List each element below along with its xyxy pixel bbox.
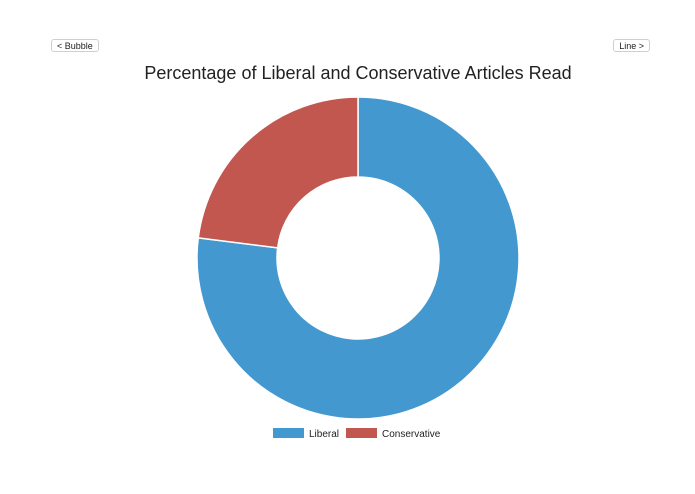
prev-chart-button[interactable]: < Bubble	[51, 39, 99, 52]
slice-conservative[interactable]	[197, 96, 359, 249]
next-chart-button[interactable]: Line >	[613, 39, 650, 52]
chart-title: Percentage of Liberal and Conservative A…	[144, 63, 571, 83]
slice-liberal[interactable]	[196, 96, 520, 420]
legend-label-liberal: Liberal	[309, 429, 339, 440]
legend-label-conservative: Conservative	[382, 429, 441, 440]
legend-swatch-conservative	[346, 428, 377, 438]
legend-swatch-liberal	[273, 428, 304, 438]
